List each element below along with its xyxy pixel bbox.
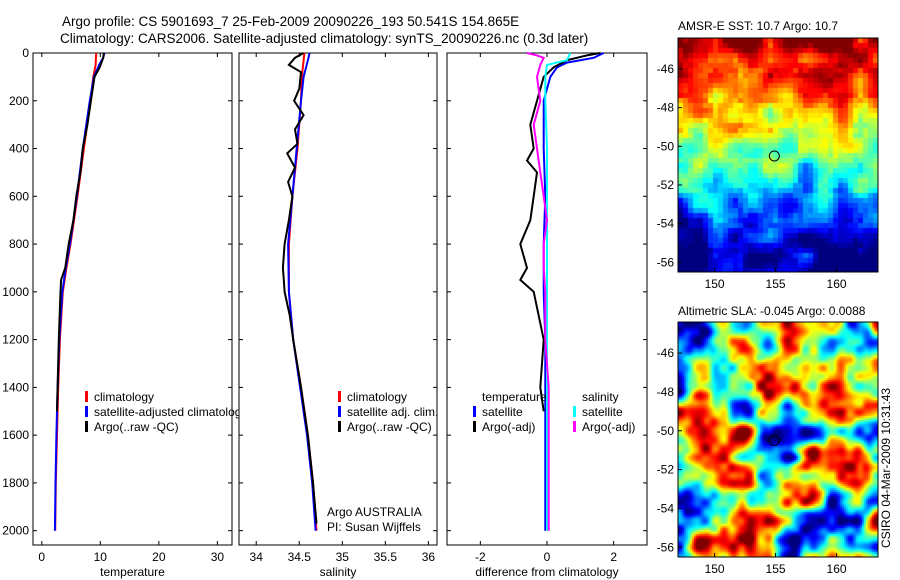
series-line-temperature-argo-adj- [519,52,601,412]
plot-frame [238,52,438,546]
sla-map-title: Altimetric SLA: -0.045 Argo: 0.0088 [678,304,866,318]
x-tick-label: 150 [705,277,725,291]
annotation-argo-australia: Argo AUSTRALIA [327,505,422,519]
x-tick-label: 0 [544,550,551,564]
y-tick-label: 0 [22,46,29,60]
sst-map-axes: 150 155 160 -46 -48 -50 -52 -54 -56 [657,37,879,291]
y-tick-label: -48 [657,385,675,399]
y-tick-label: 2000 [2,524,29,538]
legend-label: satellite [582,405,623,419]
y-tick-label: 1600 [2,428,29,442]
x-tick-label: 20 [152,550,166,564]
y-tick-label: -54 [657,217,675,231]
x-axis-label: temperature [100,565,165,579]
y-tick-label: -46 [657,62,675,76]
csiro-stamp: CSIRO 04-Mar-2009 10:31:43 [879,388,893,548]
x-tick-label: 35.5 [374,550,398,564]
legend-label: satellite adj. clim. [347,405,438,419]
panel-temperature: 0 10 20 30 0 200 400 600 800 1000 1200 1400 1600 1800… [2,46,247,579]
y-tick-label: -56 [657,255,675,269]
series-line-argo-raw-qc- [56,52,105,412]
legend-label: Argo(..raw -QC) [347,420,432,434]
x-tick-label: 0 [38,550,45,564]
x-tick-label: 155 [766,562,786,576]
title-line2: Climatology: CARS2006. Satellite-adjuste… [60,31,588,46]
x-tick-label: 2 [610,550,617,564]
legend-marker [573,421,576,432]
x-tick-label: 160 [827,562,847,576]
y-tick-label: 1800 [2,476,29,490]
series-line-argo-raw-qc- [281,52,318,524]
legend-header: temperature [482,390,547,404]
x-tick-label: -2 [475,550,486,564]
legend-label: Argo(-adj) [582,420,635,434]
y-tick-label: -52 [657,178,675,192]
x-tick-label: 34 [250,550,264,564]
annotation-pi: PI: Susan Wijffels [327,520,421,534]
legend-header: salinity [582,390,619,404]
title-line1: Argo profile: CS 5901693_7 25-Feb-2009 2… [62,14,519,29]
x-tick-label: 36 [422,550,436,564]
sla-map-axes: 150 155 160 -46 -48 -50 -52 -54 -56 [657,321,879,576]
x-tick-label: 155 [766,277,786,291]
legend-label: satellite-adjusted climatology [94,405,247,419]
argo-location-marker [768,150,780,162]
x-tick-label: 150 [705,562,725,576]
x-tick-label: 35 [336,550,350,564]
legend-marker [85,391,88,402]
x-tick-label: 160 [827,277,847,291]
y-tick-label: 400 [9,142,29,156]
plot-frame [32,52,233,546]
y-tick-label: -56 [657,540,675,554]
legend-label: Argo(..raw -QC) [94,420,179,434]
y-tick-label: -46 [657,346,675,360]
x-tick-label: 34.5 [288,550,312,564]
legend-label: climatology [347,390,407,404]
x-tick-label: 30 [211,550,225,564]
panel-salinity: 34 34.5 35 35.5 36 salinity climatologysatelli… [238,52,438,579]
argo-location-marker [768,434,780,446]
y-tick-label: 1400 [2,380,29,394]
legend-marker [573,406,576,417]
series-line-satellite-adjusted-climatology [53,52,106,531]
legend-marker [473,421,476,432]
y-tick-label: 1000 [2,285,29,299]
y-tick-label: -54 [657,501,675,515]
x-tick-label: 10 [94,550,108,564]
y-tick-label: -50 [657,139,675,153]
legend-marker [338,391,341,402]
y-tick-label: 600 [9,189,29,203]
legend-marker [338,406,341,417]
series-line-salinity-argo-adj- [526,52,550,531]
legend-label: satellite [482,405,523,419]
y-tick-label: -48 [657,101,675,115]
y-tick-label: 200 [9,94,29,108]
sst-heatmap [678,38,878,272]
legend-label: climatology [94,390,154,404]
y-tick-label: 800 [9,237,29,251]
x-axis-label: salinity [320,565,357,579]
y-tick-label: -52 [657,463,675,477]
legend-marker [338,421,341,432]
sst-map-title: AMSR-E SST: 10.7 Argo: 10.7 [678,19,838,33]
y-tick-label: 1200 [2,333,29,347]
y-tick-label: -50 [657,424,675,438]
map-frame [677,37,879,273]
x-axis-label: difference from climatology [475,565,618,579]
legend-label: Argo(-adj) [482,420,535,434]
legend-marker [85,406,88,417]
map-frame [677,321,879,558]
legend-marker [473,406,476,417]
sla-heatmap [678,322,878,557]
legend-marker [85,421,88,432]
